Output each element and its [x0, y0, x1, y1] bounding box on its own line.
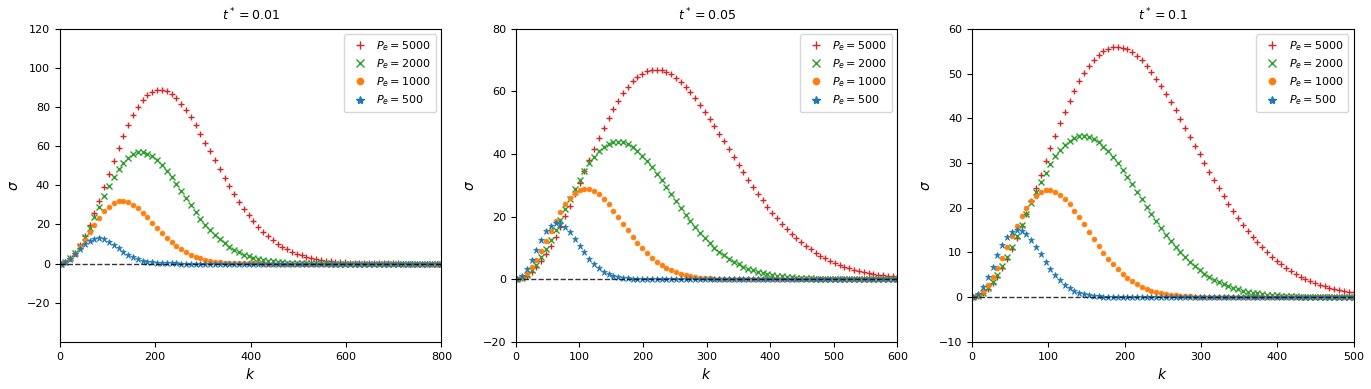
Y-axis label: $\sigma$: $\sigma$ [7, 180, 21, 191]
X-axis label: $k$: $k$ [702, 367, 712, 382]
Legend: $P_e = 5000$, $P_e = 2000$, $P_e = 1000$, $P_e = 500$: $P_e = 5000$, $P_e = 2000$, $P_e = 1000$… [801, 35, 893, 112]
Legend: $P_e = 5000$, $P_e = 2000$, $P_e = 1000$, $P_e = 500$: $P_e = 5000$, $P_e = 2000$, $P_e = 1000$… [344, 35, 436, 112]
Title: $t^* = 0.05$: $t^* = 0.05$ [677, 7, 736, 24]
X-axis label: $k$: $k$ [245, 367, 256, 382]
Y-axis label: $\sigma$: $\sigma$ [920, 180, 934, 191]
Title: $t^* = 0.01$: $t^* = 0.01$ [222, 7, 280, 24]
Legend: $P_e = 5000$, $P_e = 2000$, $P_e = 1000$, $P_e = 500$: $P_e = 5000$, $P_e = 2000$, $P_e = 1000$… [1256, 35, 1348, 112]
Y-axis label: $\sigma$: $\sigma$ [463, 180, 477, 191]
X-axis label: $k$: $k$ [1157, 367, 1168, 382]
Title: $t^* = 0.1$: $t^* = 0.1$ [1138, 7, 1187, 24]
